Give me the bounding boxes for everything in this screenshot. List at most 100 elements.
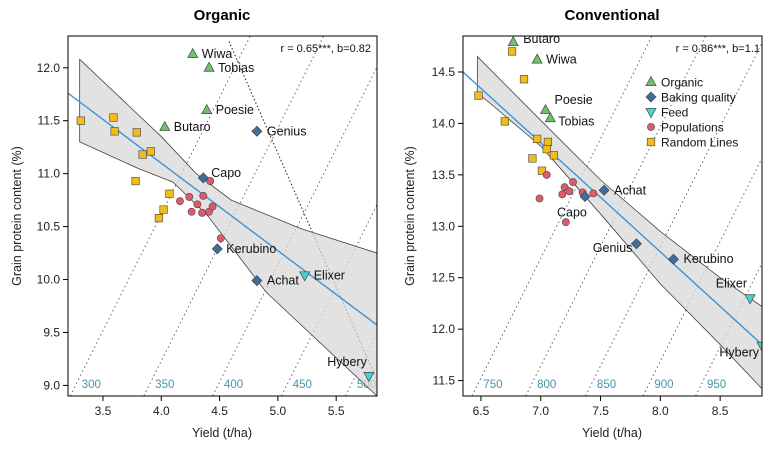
organic-point-wiwa (187, 47, 199, 58)
organic-axes: 3.5 4.0 4.5 5.0 5.5 9.0 9.5 10.0 10.5 11.0 11.5 12.… (37, 61, 345, 418)
conventional-label-tobias: Tobias (558, 114, 594, 128)
organic-label-hybery: Hybery (327, 355, 367, 369)
organic-x-axis-label: Yield (t/ha) (192, 426, 252, 440)
organic-plot-frame (67, 35, 378, 397)
conventional-point-random-lines-2 (474, 91, 483, 100)
conventional-point-random-lines-9 (537, 166, 547, 175)
conventional-plot-frame (462, 35, 763, 397)
organic-point-populations-12 (193, 200, 202, 209)
conventional-iso-label-950: 950 (707, 379, 726, 391)
organic-point-tobias (203, 61, 215, 72)
conventional-point-random-lines-4 (533, 134, 542, 143)
organic-point-kerubino (211, 243, 223, 255)
conventional-point-hybery (756, 341, 762, 352)
conventional-confidence-band (476, 55, 762, 390)
organic-label-genius: Genius (267, 124, 307, 138)
organic-y-axis-label: Grain protein content (%) (10, 146, 24, 286)
conventional-label-achat: Achat (614, 183, 646, 197)
organic-stats-text: r = 0.65***, b=0.82 (280, 43, 371, 55)
organic-y-tick-label: 10.0 (37, 273, 61, 287)
organic-label-butaro: Butaro (174, 120, 211, 134)
legend-marker-random-lines (646, 137, 656, 147)
organic-label-capo: Capo (211, 166, 241, 180)
organic-point-capo (197, 172, 209, 184)
organic-point-populations-18 (208, 202, 217, 211)
conventional-point-wiwa (531, 53, 543, 64)
conventional-point-populations-10 (542, 170, 551, 179)
conventional-y-axis-label: Grain protein content (%) (403, 146, 417, 286)
organic-point-populations-19 (216, 234, 225, 243)
organic-point-populations-14 (206, 177, 215, 185)
organic-confidence-band (79, 58, 377, 396)
organic-point-poesie (201, 103, 213, 114)
conventional-label-hybery: Hybery (719, 346, 759, 360)
legend-marker-baking (645, 91, 657, 103)
organic-point-achat (251, 275, 263, 287)
organic-x-tick-label: 5.5 (328, 404, 345, 418)
conventional-point-kerubino (668, 253, 679, 265)
conventional-point-populations-16 (535, 194, 544, 203)
organic-point-random-lines-6 (131, 176, 140, 186)
conventional-x-tick-label: 7.0 (532, 404, 549, 418)
organic-point-random-lines-3 (132, 128, 141, 137)
conventional-axes: 6.5 7.0 7.5 8.0 8.5 11.5 12.0 12.5 13.0 13.5 14.0 1… (432, 65, 729, 418)
conventional-point-poesie (539, 103, 552, 114)
conventional-point-populations-12 (569, 178, 577, 186)
conventional-regression-line (463, 71, 762, 346)
conventional-y-tick-label: 13.0 (432, 219, 456, 233)
legend-marker-organic (645, 75, 657, 86)
organic-x-tick-label: 4.5 (211, 404, 228, 418)
organic-title: Organic (194, 7, 251, 24)
conventional-point-tobias (544, 112, 556, 123)
conventional-y-tick-label: 14.5 (432, 65, 456, 79)
organic-point-random-lines-4 (138, 150, 147, 159)
conventional-x-tick-label: 6.5 (473, 404, 490, 418)
organic-y-tick-label: 9.0 (43, 378, 60, 392)
conventional-label-capo: Capo (557, 205, 587, 219)
conventional-iso-label-750: 750 (483, 379, 502, 391)
conventional-point-random-lines-7 (549, 151, 558, 160)
conventional-x-axis-label: Yield (t/ha) (582, 426, 642, 440)
organic-point-random-lines-2 (110, 127, 119, 136)
organic-point-populations-11 (185, 193, 194, 201)
legend-label-feed: Feed (661, 106, 688, 120)
organic-point-random-lines-0 (76, 116, 85, 125)
organic-iso-label-400: 400 (224, 379, 243, 391)
organic-y-tick-label: 9.5 (43, 325, 60, 339)
organic-point-genius (251, 125, 263, 137)
organic-point-random-lines-8 (159, 205, 168, 214)
organic-y-tick-label: 11.0 (38, 167, 61, 181)
organic-y-tick-label: 12.0 (37, 61, 61, 75)
organic-point-butaro (159, 120, 171, 131)
conventional-label-poesie: Poesie (555, 93, 593, 107)
conventional-label-wiwa: Wiwa (546, 53, 577, 67)
organic-label-wiwa: Wiwa (202, 47, 233, 61)
legend-marker-populations (647, 123, 655, 131)
conventional-point-random-lines-3 (500, 117, 509, 126)
conventional-point-butaro (507, 36, 519, 47)
organic-y-tick-label: 10.5 (37, 220, 61, 234)
organic-point-elixer (299, 271, 311, 282)
conventional-point-random-lines-1 (519, 75, 529, 84)
conventional-point-achat (598, 184, 610, 196)
conventional-point-populations-13 (558, 190, 567, 199)
organic-point-populations-10 (176, 197, 184, 206)
conventional-x-tick-label: 8.0 (652, 404, 669, 418)
legend-label-populations: Populations (661, 121, 724, 135)
conventional-point-populations-17 (565, 187, 574, 196)
organic-x-tick-label: 3.5 (95, 404, 112, 418)
organic-iso-label-350: 350 (155, 379, 174, 391)
organic-label-poesie: Poesie (216, 103, 254, 117)
organic-plot-area: 300350400450500GeniusCapoKerubinoAchatWi… (68, 36, 377, 396)
legend-label-random-lines: Random Lines (661, 136, 738, 150)
conventional-point-random-lines-6 (542, 145, 551, 154)
organic-point-populations-15 (187, 207, 196, 216)
conventional-point-capo (579, 190, 591, 202)
conventional-y-tick-label: 12.5 (432, 271, 456, 285)
conventional-iso-label-900: 900 (654, 379, 673, 391)
conventional-point-random-lines-8 (528, 154, 537, 163)
conventional-y-tick-label: 13.5 (432, 168, 456, 182)
conventional-point-random-lines-0 (507, 47, 517, 56)
